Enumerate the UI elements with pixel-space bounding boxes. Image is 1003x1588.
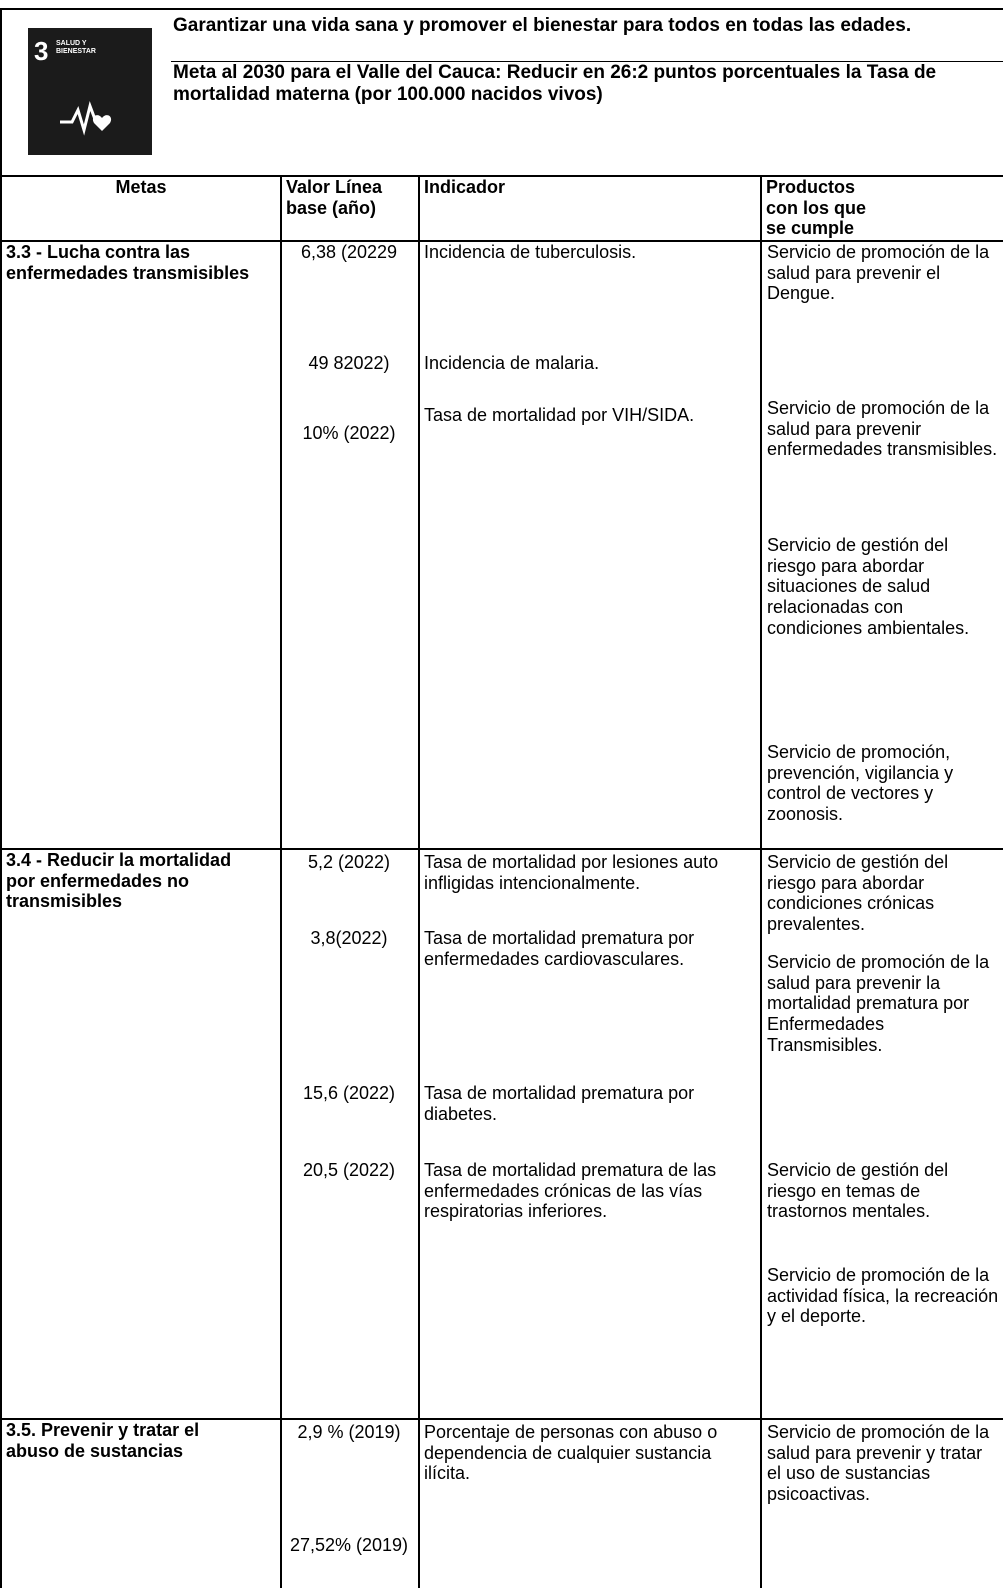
baseline-value: 2,9 % (2019) <box>297 1422 401 1442</box>
baseline-value: 5,2 (2022) <box>307 852 391 872</box>
sdg-icon: 3 SALUD Y BIENESTAR <box>28 28 152 155</box>
heart-pulse-icon <box>60 100 112 136</box>
indicator: Tasa de mortalidad por lesiones auto inf… <box>424 852 719 893</box>
icon-number: 3 <box>34 36 49 66</box>
row-rule <box>0 240 1003 242</box>
border <box>0 8 2 1588</box>
column-rule <box>760 175 762 1588</box>
column-rule <box>280 175 282 1588</box>
product: Servicio de gestión del riesgo para abor… <box>767 535 970 638</box>
indicator: Tasa de mortalidad prematura por enferme… <box>424 928 695 969</box>
baseline-value: 15,6 (2022) <box>302 1083 396 1103</box>
row-meta: 3.4 - Reducir la mortalidad por enfermed… <box>6 850 232 912</box>
product: Servicio de gestión del riesgo para abor… <box>767 852 949 935</box>
product: Servicio de gestión del riesgo en temas … <box>767 1160 949 1222</box>
indicator: Incidencia de malaria. <box>424 353 600 373</box>
baseline-value: 3,8(2022) <box>310 928 388 948</box>
indicator: Tasa de mortalidad por VIH/SIDA. <box>424 405 695 425</box>
indicator: Porcentaje de personas con abuso o depen… <box>424 1422 718 1484</box>
baseline-value: 27,52% (2019) <box>289 1535 409 1555</box>
product: Servicio de promoción, prevención, vigil… <box>767 742 954 825</box>
indicator: Tasa de mortalidad prematura por diabete… <box>424 1083 695 1124</box>
product: Servicio de promoción de la salud para p… <box>767 242 990 304</box>
row-meta: 3.5. Prevenir y tratar el abuso de susta… <box>6 1420 200 1461</box>
baseline-value: 10% (2022) <box>302 423 396 443</box>
product: Servicio de promoción de la salud para p… <box>767 1422 990 1505</box>
header-goal: Meta al 2030 para el Valle del Cauca: Re… <box>173 62 937 105</box>
product: Servicio de promoción de la salud para p… <box>767 398 998 460</box>
product: Servicio de promoción de la actividad fí… <box>767 1265 999 1327</box>
row-meta: 3.3 - Lucha contra las enfermedades tran… <box>6 242 250 283</box>
column-header: Valor Línea base (año) <box>286 177 383 218</box>
column-rule <box>418 175 420 1588</box>
column-header: Metas <box>115 177 167 197</box>
border <box>0 8 1003 10</box>
baseline-value: 49 82022) <box>308 353 390 373</box>
baseline-value: 6,38 (20229 <box>300 242 398 262</box>
indicator: Tasa de mortalidad prematura de las enfe… <box>424 1160 717 1222</box>
baseline-value: 20,5 (2022) <box>302 1160 396 1180</box>
product: Servicio de promoción de la salud para p… <box>767 952 990 1055</box>
column-header: Productos con los que se cumple <box>766 177 867 239</box>
border <box>0 175 1003 177</box>
indicator: Incidencia de tuberculosis. <box>424 242 637 262</box>
row-rule <box>0 1418 1003 1420</box>
icon-label: SALUD Y BIENESTAR <box>56 40 96 55</box>
row-rule <box>0 848 1003 850</box>
column-header: Indicador <box>424 177 506 197</box>
header-title: Garantizar una vida sana y promover el b… <box>173 15 912 36</box>
